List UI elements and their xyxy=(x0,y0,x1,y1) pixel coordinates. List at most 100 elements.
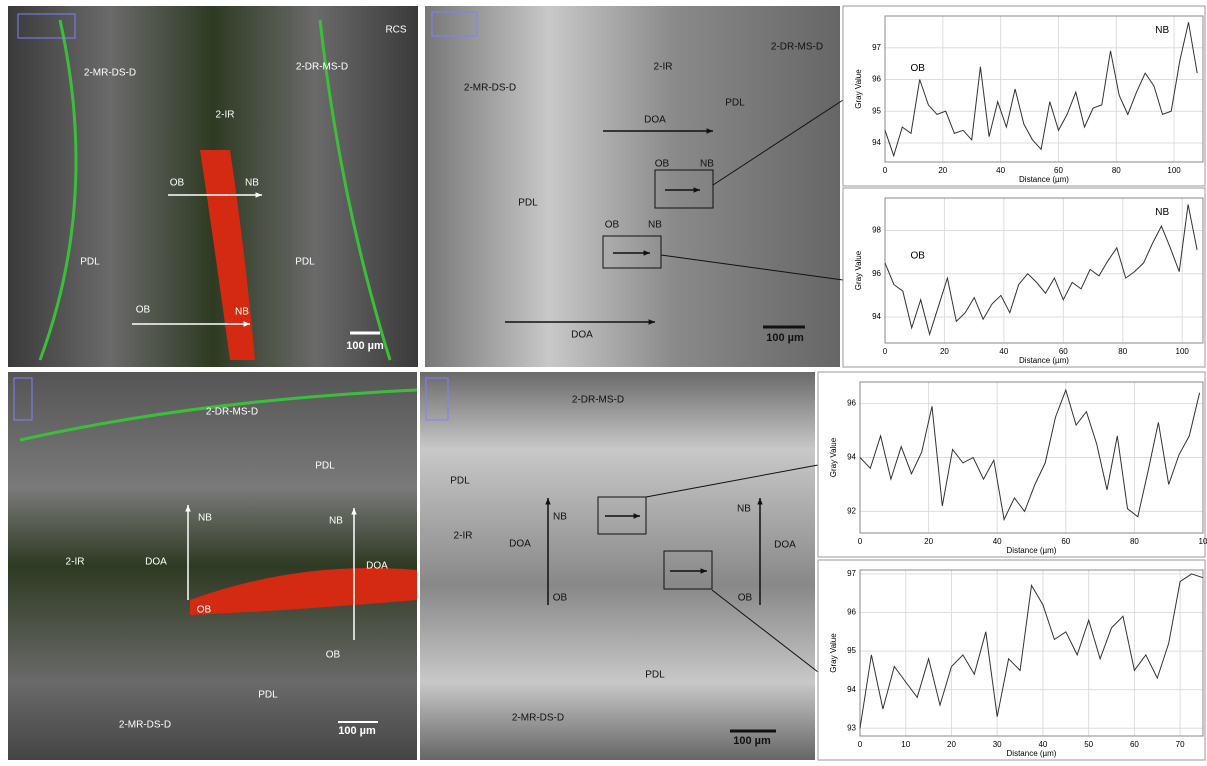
y-tick-label: 95 xyxy=(872,106,881,115)
x-tick-label: 60 xyxy=(1061,537,1070,546)
image-panel xyxy=(425,6,840,367)
image-label: OB xyxy=(553,593,568,604)
x-tick-label: 20 xyxy=(924,537,933,546)
image-label: 2-MR-DS-D xyxy=(84,68,136,79)
image-label: 2-DR-MS-D xyxy=(206,407,258,418)
y-tick-label: 94 xyxy=(872,312,881,321)
x-tick-label: 0 xyxy=(858,740,863,749)
x-axis-label: Distance (µm) xyxy=(1007,546,1057,555)
image-label: OB xyxy=(136,305,151,316)
annotation: OB xyxy=(910,63,925,74)
x-tick-label: 20 xyxy=(940,347,949,356)
image-label: OB xyxy=(605,220,620,231)
y-tick-label: 95 xyxy=(847,646,856,655)
x-tick-label: 0 xyxy=(883,166,888,175)
image-label: PDL xyxy=(258,690,278,701)
image-label: OB xyxy=(326,650,341,661)
x-tick-label: 40 xyxy=(993,537,1002,546)
annotation: NB xyxy=(1155,25,1169,36)
plot-panel xyxy=(818,372,1205,557)
image-label: DOA xyxy=(571,330,593,341)
image-label: DOA xyxy=(145,557,167,568)
plot-panel xyxy=(818,560,1205,760)
image-label: NB xyxy=(329,516,343,527)
image-label: PDL xyxy=(725,98,745,109)
x-tick-label: 60 xyxy=(1054,166,1063,175)
image-label: OB xyxy=(655,159,670,170)
x-tick-label: 50 xyxy=(1084,740,1093,749)
y-axis-label: Gray Value xyxy=(829,633,838,673)
y-tick-label: 96 xyxy=(847,608,856,617)
image-label: NB xyxy=(737,504,751,515)
image-label: OB xyxy=(738,593,753,604)
y-tick-label: 98 xyxy=(872,226,881,235)
x-tick-label: 0 xyxy=(858,537,863,546)
image-label: PDL xyxy=(295,257,315,268)
x-tick-label: 60 xyxy=(1130,740,1139,749)
image-label: PDL xyxy=(80,257,100,268)
image-label: PDL xyxy=(645,670,665,681)
scale-bar-label: 100 µm xyxy=(346,340,384,352)
image-label: DOA xyxy=(774,540,796,551)
image-label: 2-MR-DS-D xyxy=(464,83,516,94)
image-label: DOA xyxy=(644,115,666,126)
scale-bar-label: 100 µm xyxy=(733,735,771,747)
image-label: 2-IR xyxy=(66,557,85,568)
y-tick-label: 93 xyxy=(847,723,856,732)
y-axis-label: Gray Value xyxy=(854,250,863,290)
image-label: NB xyxy=(553,512,567,523)
image-label: 2-IR xyxy=(216,110,235,121)
image-label: NB xyxy=(700,159,714,170)
y-tick-label: 97 xyxy=(847,569,856,578)
image-label: 2-DR-MS-D xyxy=(771,42,823,53)
image-label: NB xyxy=(235,307,249,318)
plot-panel xyxy=(843,6,1205,186)
image-label: OB xyxy=(170,178,185,189)
image-label: 2-MR-DS-D xyxy=(119,720,171,731)
image-label: RCS xyxy=(385,25,406,36)
x-tick-label: 80 xyxy=(1130,537,1139,546)
x-axis-label: Distance (µm) xyxy=(1019,356,1069,365)
image-label: NB xyxy=(648,220,662,231)
x-tick-label: 20 xyxy=(938,166,947,175)
annotation: OB xyxy=(910,251,925,262)
x-tick-label: 10 xyxy=(901,740,910,749)
y-tick-label: 94 xyxy=(847,453,856,462)
image-label: DOA xyxy=(366,561,388,572)
image-label: 2-MR-DS-D xyxy=(512,713,564,724)
x-tick-label: 80 xyxy=(1112,166,1121,175)
x-tick-label: 40 xyxy=(1038,740,1047,749)
image-label: 2-IR xyxy=(454,531,473,542)
y-tick-label: 97 xyxy=(872,43,881,52)
image-label: NB xyxy=(198,513,212,524)
x-tick-label: 100 xyxy=(1167,166,1181,175)
x-tick-label: 10 xyxy=(1199,537,1207,546)
image-label: DOA xyxy=(509,539,531,550)
image-label: PDL xyxy=(450,476,470,487)
x-tick-label: 70 xyxy=(1176,740,1185,749)
x-tick-label: 20 xyxy=(947,740,956,749)
image-label: OB xyxy=(197,605,212,616)
micrographs xyxy=(8,6,840,760)
y-tick-label: 96 xyxy=(847,399,856,408)
x-tick-label: 100 xyxy=(1176,347,1190,356)
x-tick-label: 40 xyxy=(996,166,1005,175)
y-tick-label: 94 xyxy=(872,138,881,147)
scale-bar-label: 100 µm xyxy=(338,725,376,737)
y-tick-label: 94 xyxy=(847,685,856,694)
y-axis-label: Gray Value xyxy=(829,437,838,477)
image-label: 2-IR xyxy=(654,62,673,73)
image-panel xyxy=(420,372,815,760)
image-label: PDL xyxy=(315,461,335,472)
image-label: 2-DR-MS-D xyxy=(296,62,348,73)
y-tick-label: 92 xyxy=(847,507,856,516)
image-label: PDL xyxy=(518,198,538,209)
image-label: 2-DR-MS-D xyxy=(572,395,624,406)
x-tick-label: 60 xyxy=(1059,347,1068,356)
x-tick-label: 40 xyxy=(999,347,1008,356)
figure: 2-MR-DS-D 2-IR 2-DR-MS-D RCS OB NB PDL PDL OB NB 1… xyxy=(0,0,1207,761)
y-tick-label: 96 xyxy=(872,75,881,84)
x-tick-label: 80 xyxy=(1118,347,1127,356)
x-tick-label: 0 xyxy=(883,347,888,356)
y-tick-label: 96 xyxy=(872,269,881,278)
